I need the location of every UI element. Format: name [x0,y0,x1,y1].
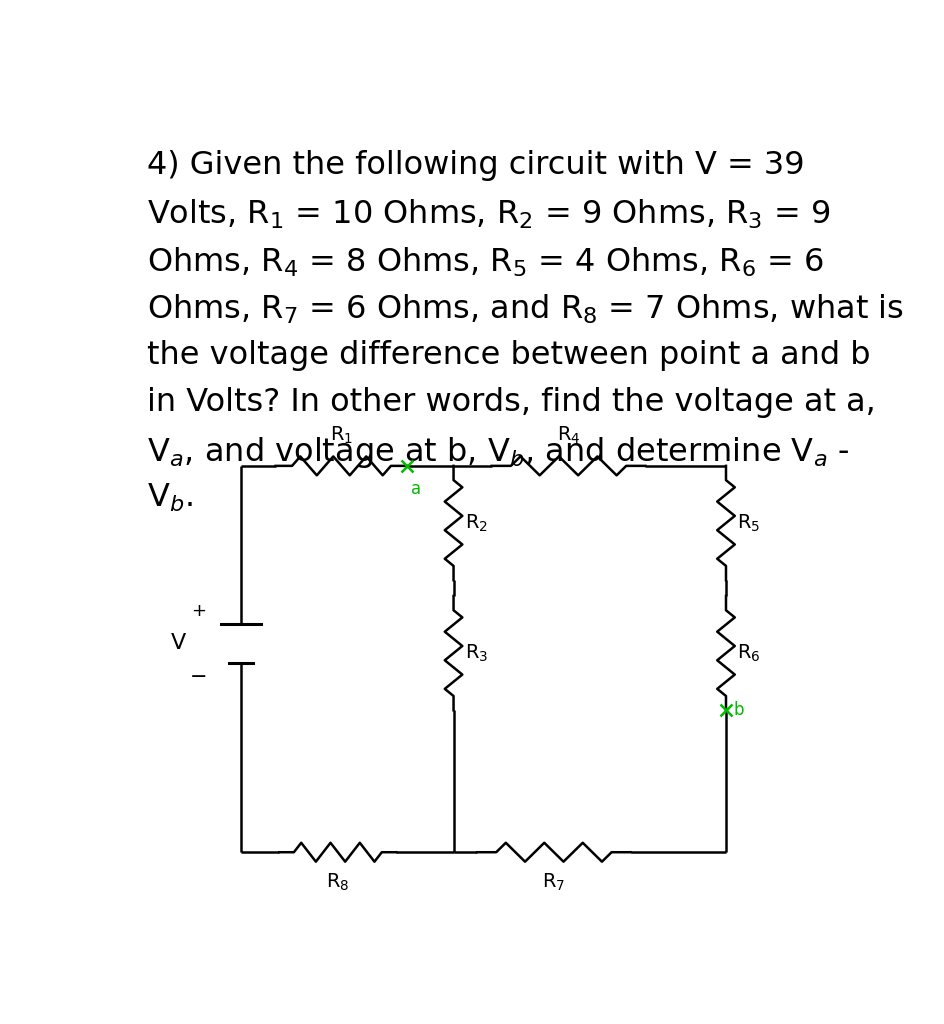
Text: 4) Given the following circuit with V = 39: 4) Given the following circuit with V = … [147,151,804,181]
Text: R$_5$: R$_5$ [736,512,759,534]
Text: −: − [190,667,208,687]
Text: R$_1$: R$_1$ [329,425,353,446]
Text: R$_6$: R$_6$ [736,642,760,664]
Text: a: a [411,480,421,498]
Text: V$_b$.: V$_b$. [147,482,194,514]
Text: Ohms, R$_7$ = 6 Ohms, and R$_8$ = 7 Ohms, what is: Ohms, R$_7$ = 6 Ohms, and R$_8$ = 7 Ohms… [147,293,903,326]
Text: R$_4$: R$_4$ [556,425,580,446]
Text: +: + [191,602,206,620]
Text: V$_a$, and voltage at b, V$_b$, and determine V$_a$ -: V$_a$, and voltage at b, V$_b$, and dete… [147,434,850,470]
Text: R$_3$: R$_3$ [464,642,487,664]
Text: R$_7$: R$_7$ [542,872,565,893]
Text: Volts, R$_1$ = 10 Ohms, R$_2$ = 9 Ohms, R$_3$ = 9: Volts, R$_1$ = 10 Ohms, R$_2$ = 9 Ohms, … [147,198,830,231]
Text: in Volts? In other words, find the voltage at a,: in Volts? In other words, find the volta… [147,387,875,418]
Text: V: V [171,633,186,653]
Text: b: b [733,701,743,719]
Text: Ohms, R$_4$ = 8 Ohms, R$_5$ = 4 Ohms, R$_6$ = 6: Ohms, R$_4$ = 8 Ohms, R$_5$ = 4 Ohms, R$… [147,245,823,279]
Text: R$_8$: R$_8$ [326,872,349,893]
Text: the voltage difference between point a and b: the voltage difference between point a a… [147,340,870,371]
Text: R$_2$: R$_2$ [464,512,487,534]
